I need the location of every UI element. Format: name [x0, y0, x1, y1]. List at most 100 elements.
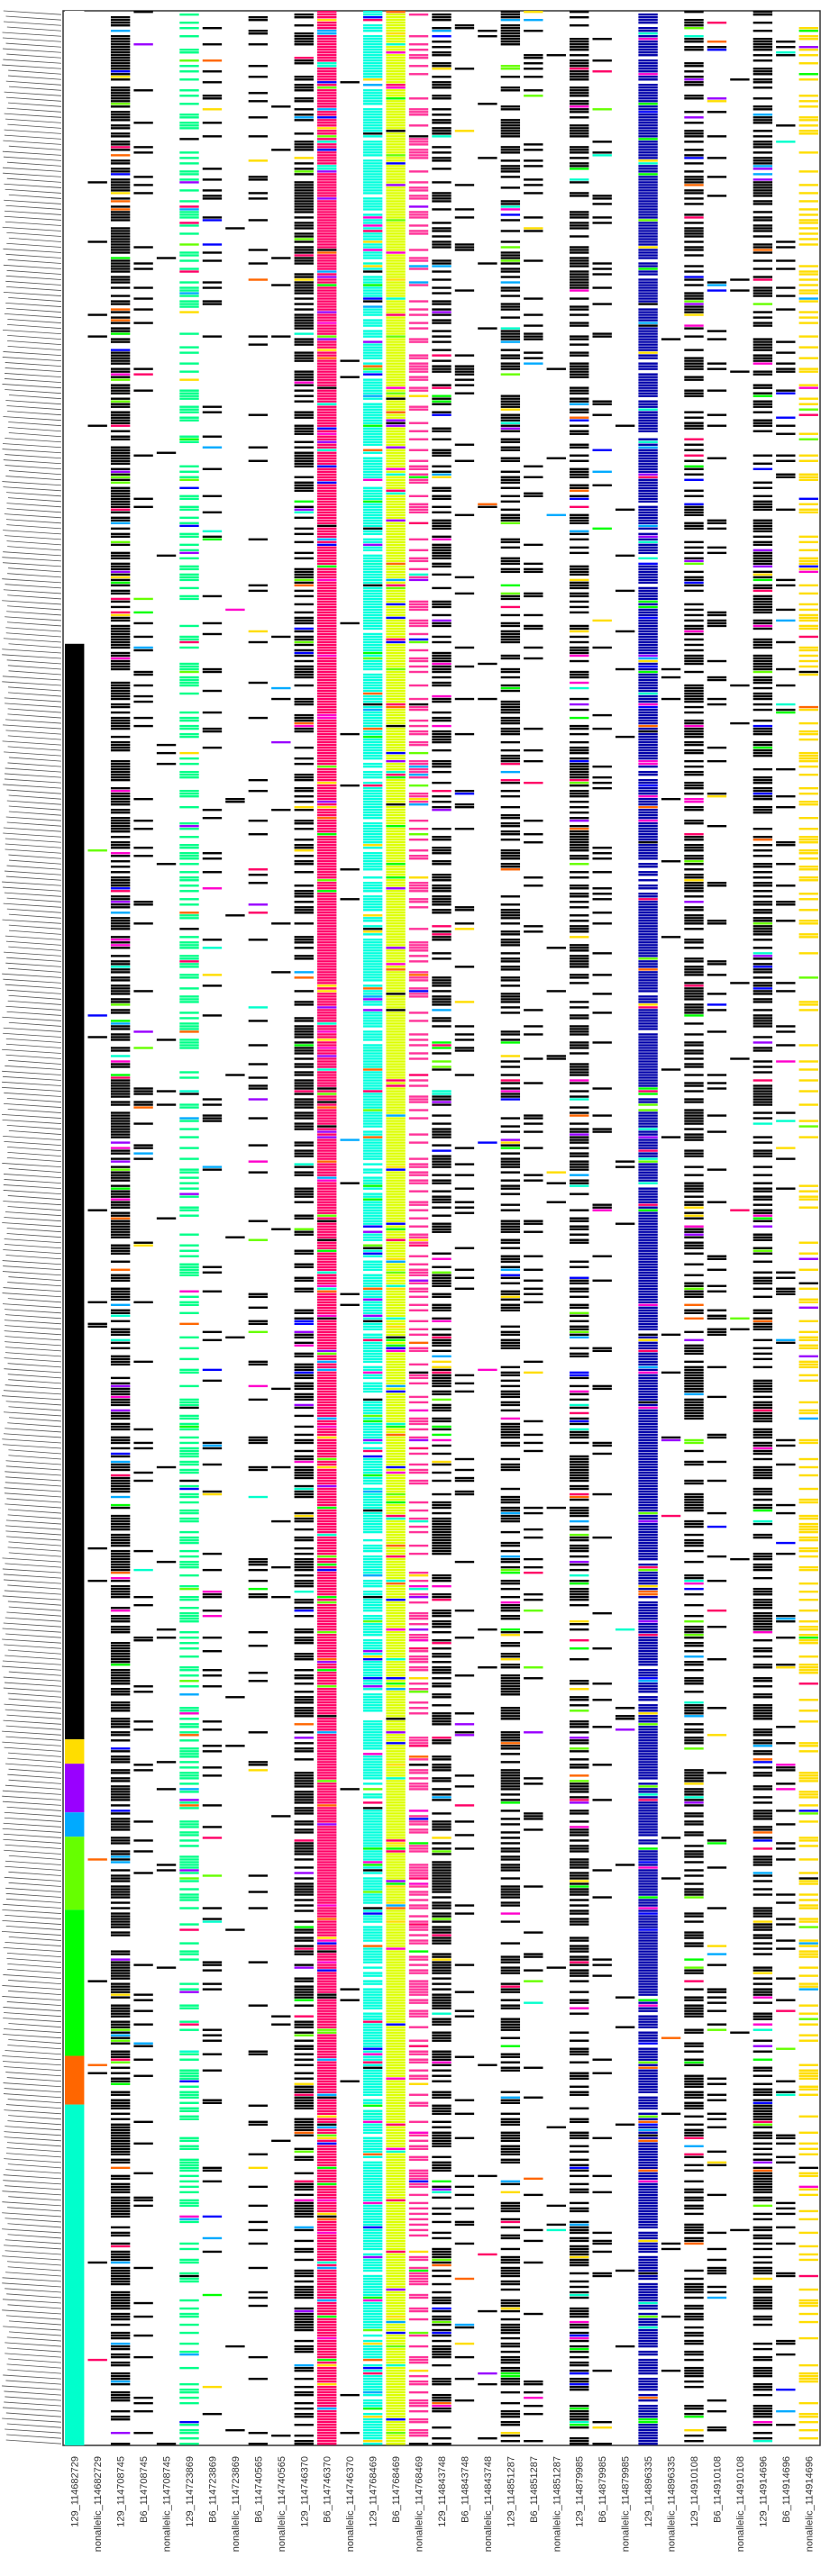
heatmap-cell: [386, 646, 406, 649]
heatmap-cell: [386, 1517, 406, 1520]
heatmap-cell: [408, 505, 429, 509]
heatmap-cell: [179, 597, 199, 601]
heatmap-cell: [294, 2288, 314, 2291]
heatmap-cell: [179, 1782, 199, 1785]
heatmap-cell: [317, 871, 337, 874]
heatmap-cell: [362, 1103, 383, 1106]
heatmap-cell: [408, 1950, 429, 1953]
heatmap-cell: [179, 2199, 199, 2202]
heatmap-cell: [317, 65, 337, 68]
heatmap-cell: [408, 784, 429, 787]
heatmap-cell: [179, 103, 199, 105]
heatmap-cell: [362, 776, 383, 779]
heatmap-cell: [110, 22, 131, 24]
heatmap-cell: [110, 2012, 131, 2015]
heatmap-cell: [294, 1465, 314, 1469]
heatmap-cell: [386, 2266, 406, 2270]
heatmap-cell: [317, 1710, 337, 1712]
heatmap-cell: [317, 1120, 337, 1122]
heatmap-cell: [386, 1198, 406, 1201]
heatmap-cell: [294, 1333, 314, 1337]
heatmap-cell: [317, 2315, 337, 2318]
heatmap-cell: [294, 1639, 314, 1642]
heatmap-cell: [110, 1436, 131, 1439]
heatmap-cell: [386, 19, 406, 22]
heatmap-cell: [133, 1639, 153, 1642]
heatmap-cell: [156, 2442, 177, 2445]
heatmap-cell: [317, 19, 337, 22]
heatmap-cell: [362, 1996, 383, 1999]
heatmap-cell: [386, 438, 406, 440]
heatmap-cell: [110, 2093, 131, 2096]
heatmap-cell: [386, 2228, 406, 2232]
heatmap-cell: [386, 1918, 406, 1920]
heatmap-cell: [294, 203, 314, 205]
heatmap-cell: [386, 762, 406, 766]
heatmap-cell: [386, 1052, 406, 1055]
heatmap-cell: [408, 549, 429, 552]
heatmap-cell: [362, 1622, 383, 1626]
heatmap-cell: [386, 1111, 406, 1114]
heatmap-cell: [156, 762, 177, 766]
heatmap-cell: [408, 459, 429, 462]
heatmap-cell: [317, 1460, 337, 1464]
heatmap-cell: [179, 1428, 199, 1431]
heatmap-cell: [317, 1622, 337, 1626]
heatmap-cell: [294, 235, 314, 238]
heatmap-cell: [386, 952, 406, 955]
heatmap-cell: [386, 1896, 406, 1899]
heatmap-cell: [317, 868, 337, 871]
heatmap-cell: [317, 1128, 337, 1130]
heatmap-cell: [362, 1384, 383, 1388]
heatmap-cell: [294, 1093, 314, 1095]
heatmap-cell: [294, 2209, 314, 2213]
heatmap-cell: [110, 1974, 131, 1977]
heatmap-cell: [110, 1595, 131, 1599]
heatmap-cell: [362, 646, 383, 649]
heatmap-cell: [408, 990, 429, 993]
heatmap-cell: [110, 322, 131, 324]
heatmap-cell: [317, 751, 337, 755]
heatmap-cell: [179, 2423, 199, 2426]
heatmap-cell: [317, 757, 337, 760]
heatmap-cell: [408, 632, 429, 636]
heatmap-cell: [408, 49, 429, 51]
heatmap-cell: [362, 1098, 383, 1101]
heatmap-cell: [202, 730, 223, 733]
heatmap-cell: [294, 1425, 314, 1429]
heatmap-cell: [386, 912, 406, 914]
heatmap-cell: [294, 157, 314, 159]
heatmap-cell: [408, 1057, 429, 1060]
heatmap-cell: [179, 224, 199, 227]
heatmap-cell: [362, 478, 383, 481]
heatmap-cell: [294, 1584, 314, 1588]
heatmap-cell: [317, 754, 337, 757]
heatmap-cell: [110, 1360, 131, 1364]
heatmap-cell: [179, 411, 199, 413]
heatmap-cell: [110, 2261, 131, 2264]
heatmap-cell: [248, 76, 269, 78]
heatmap-cell: [317, 554, 337, 558]
heatmap-cell: [386, 2393, 406, 2397]
heatmap-cell: [386, 670, 406, 674]
heatmap-cell: [362, 1117, 383, 1120]
heatmap-cell: [362, 1341, 383, 1345]
heatmap-cell: [362, 2407, 383, 2410]
heatmap-cell: [408, 1823, 429, 1826]
heatmap-cell: [294, 373, 314, 376]
heatmap-cell: [110, 459, 131, 462]
heatmap-cell: [179, 1541, 199, 1545]
heatmap-cell: [179, 362, 199, 365]
heatmap-cell: [110, 1704, 131, 1707]
heatmap-cell: [110, 92, 131, 95]
heatmap-cell: [110, 2136, 131, 2140]
heatmap-cell: [362, 1674, 383, 1677]
heatmap-cell: [317, 2212, 337, 2216]
heatmap-cell: [317, 1899, 337, 1901]
heatmap-cell: [317, 1284, 337, 1287]
heatmap-cell: [408, 640, 429, 644]
heatmap-cell: [317, 2039, 337, 2042]
heatmap-cell: [386, 724, 406, 728]
heatmap-cell: [386, 2415, 406, 2418]
heatmap-cell: [248, 1560, 269, 1564]
